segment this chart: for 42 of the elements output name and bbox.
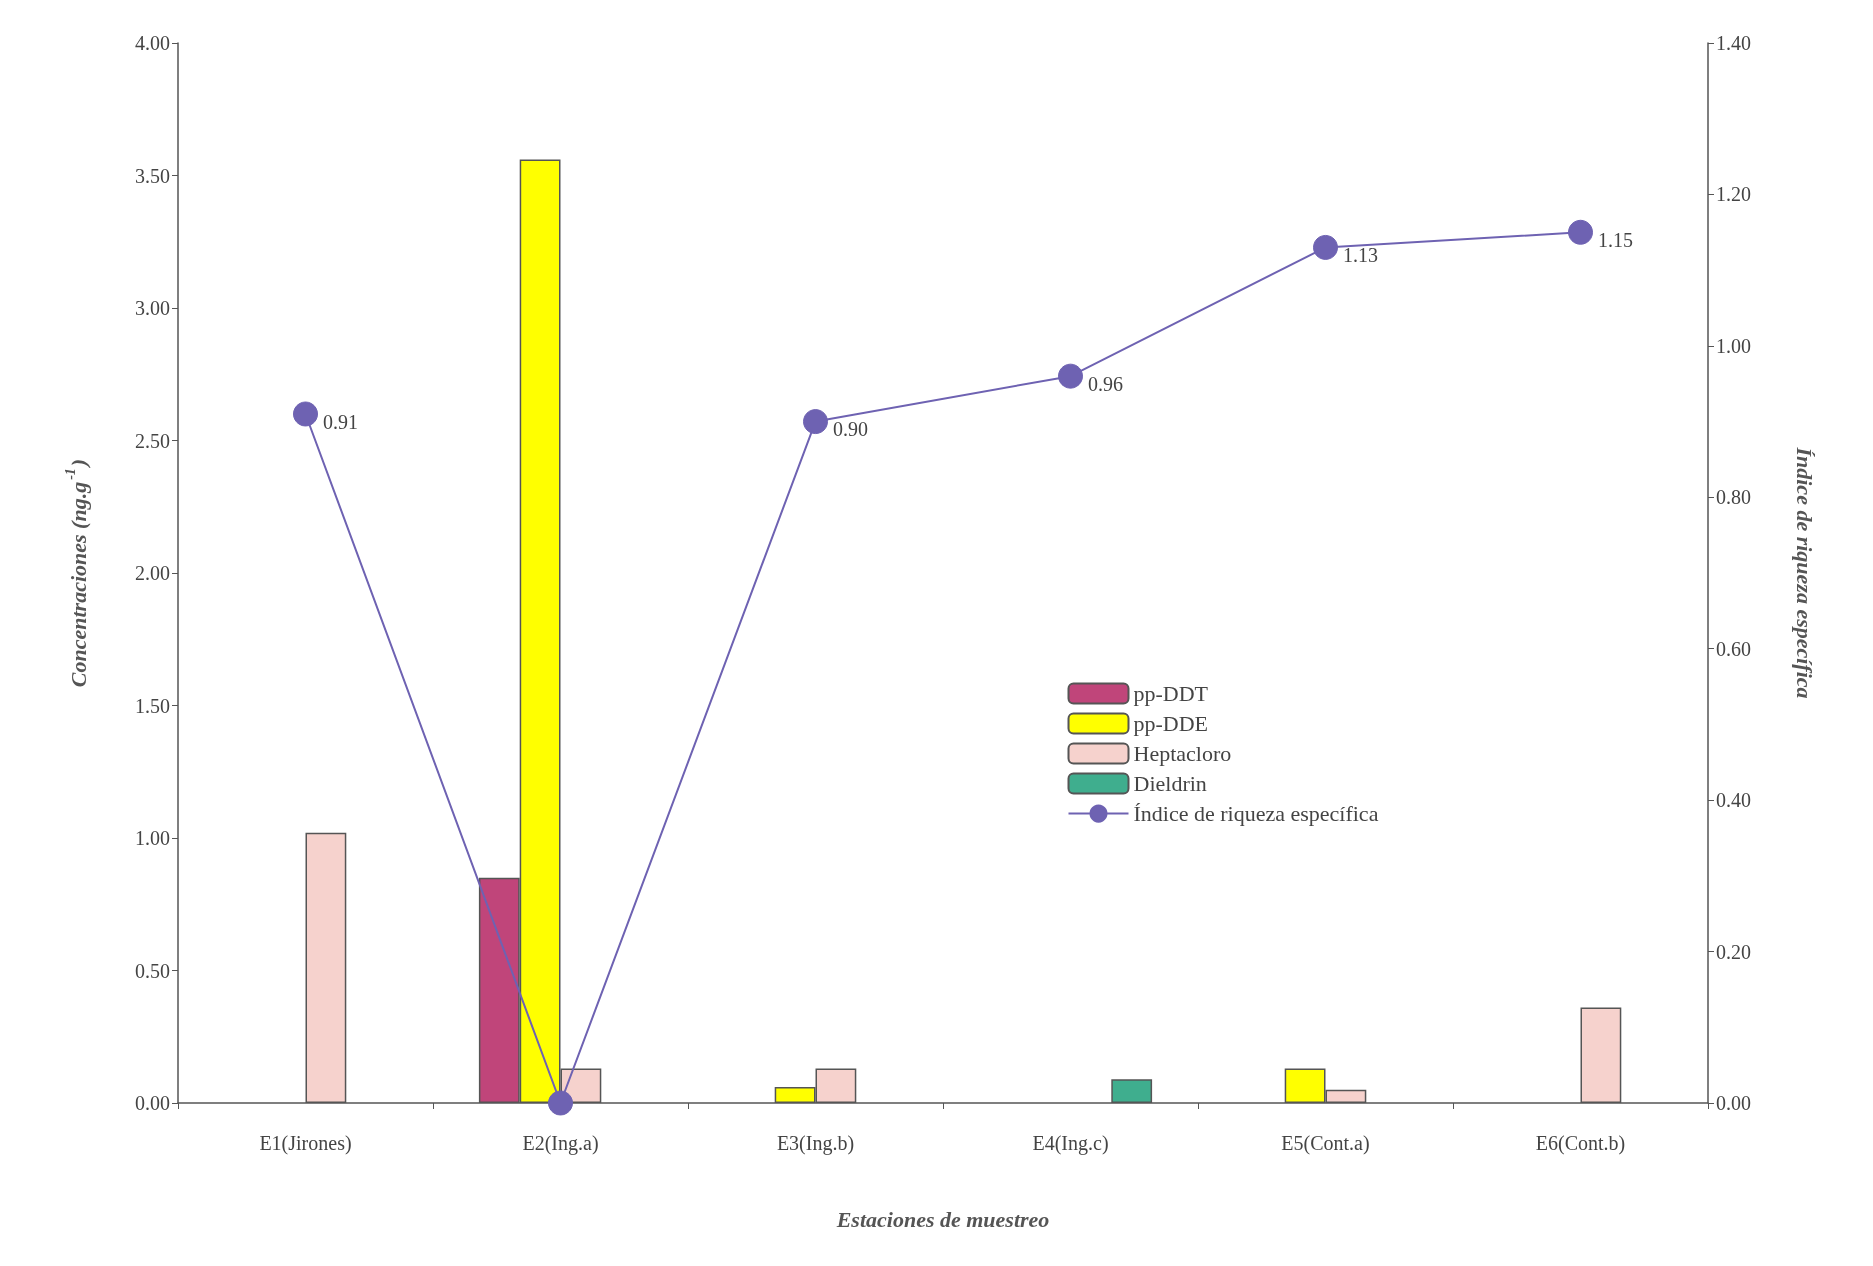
y2-tick-label: 1.40 bbox=[1716, 32, 1751, 54]
y2-tick-label: 0.00 bbox=[1716, 1092, 1751, 1114]
y-tick-label: 1.50 bbox=[135, 694, 170, 717]
x-tick-label: E6(Cont.b) bbox=[1535, 1132, 1626, 1155]
legend-label: Heptacloro bbox=[1133, 741, 1232, 767]
y-tick-label: 0.00 bbox=[135, 1092, 170, 1114]
data-label: 0.96 bbox=[1088, 372, 1123, 395]
point bbox=[803, 409, 828, 435]
x-tick-label: E1(Jirones) bbox=[259, 1132, 352, 1155]
legend-label: Dieldrin bbox=[1133, 771, 1207, 797]
y2-tick-label: 1.20 bbox=[1716, 183, 1751, 206]
point bbox=[1568, 219, 1593, 245]
y-tick-label: 1.00 bbox=[135, 827, 170, 849]
point bbox=[293, 401, 318, 427]
y2-tick-label: 0.40 bbox=[1716, 789, 1751, 812]
point bbox=[548, 1090, 573, 1116]
data-label: 1.15 bbox=[1598, 228, 1633, 251]
y2-axis-title: Índice de riqueza específica bbox=[1791, 446, 1817, 699]
point bbox=[1313, 234, 1338, 260]
y2-tick-label: 0.20 bbox=[1716, 940, 1751, 963]
point bbox=[1058, 363, 1083, 389]
y-tick-label: 3.50 bbox=[135, 164, 170, 187]
data-label: 0.91 bbox=[323, 410, 358, 433]
y2-tick-label: 1.00 bbox=[1716, 334, 1751, 357]
x-tick-label: E2(Ing.a) bbox=[522, 1132, 599, 1155]
x-tick-label: E4(Ing.c) bbox=[1032, 1132, 1109, 1155]
y2-tick-label: 0.80 bbox=[1716, 486, 1751, 509]
y-tick-label: 3.00 bbox=[135, 297, 170, 319]
legend-label: Índice de riqueza específica bbox=[1133, 801, 1379, 827]
x-tick-label: E3(Ing.b) bbox=[776, 1132, 855, 1155]
y2-tick-label: 0.60 bbox=[1716, 637, 1751, 660]
y-tick-label: 2.00 bbox=[135, 562, 170, 584]
y-tick-label: 2.50 bbox=[135, 429, 170, 452]
y-tick-label: 0.50 bbox=[135, 959, 170, 982]
data-label: 1.13 bbox=[1343, 243, 1378, 266]
legend-label: pp-DDT bbox=[1133, 681, 1209, 707]
data-label: 0.90 bbox=[833, 418, 868, 441]
legend-label: pp-DDE bbox=[1133, 711, 1209, 737]
x-tick-label: E5(Cont.a) bbox=[1281, 1132, 1370, 1155]
y-tick-label: 4.00 bbox=[135, 32, 170, 54]
y-axis-title: Concentraciones (ng.g-1) bbox=[62, 458, 91, 688]
x-axis-title: Estaciones de muestreo bbox=[835, 1206, 1050, 1232]
